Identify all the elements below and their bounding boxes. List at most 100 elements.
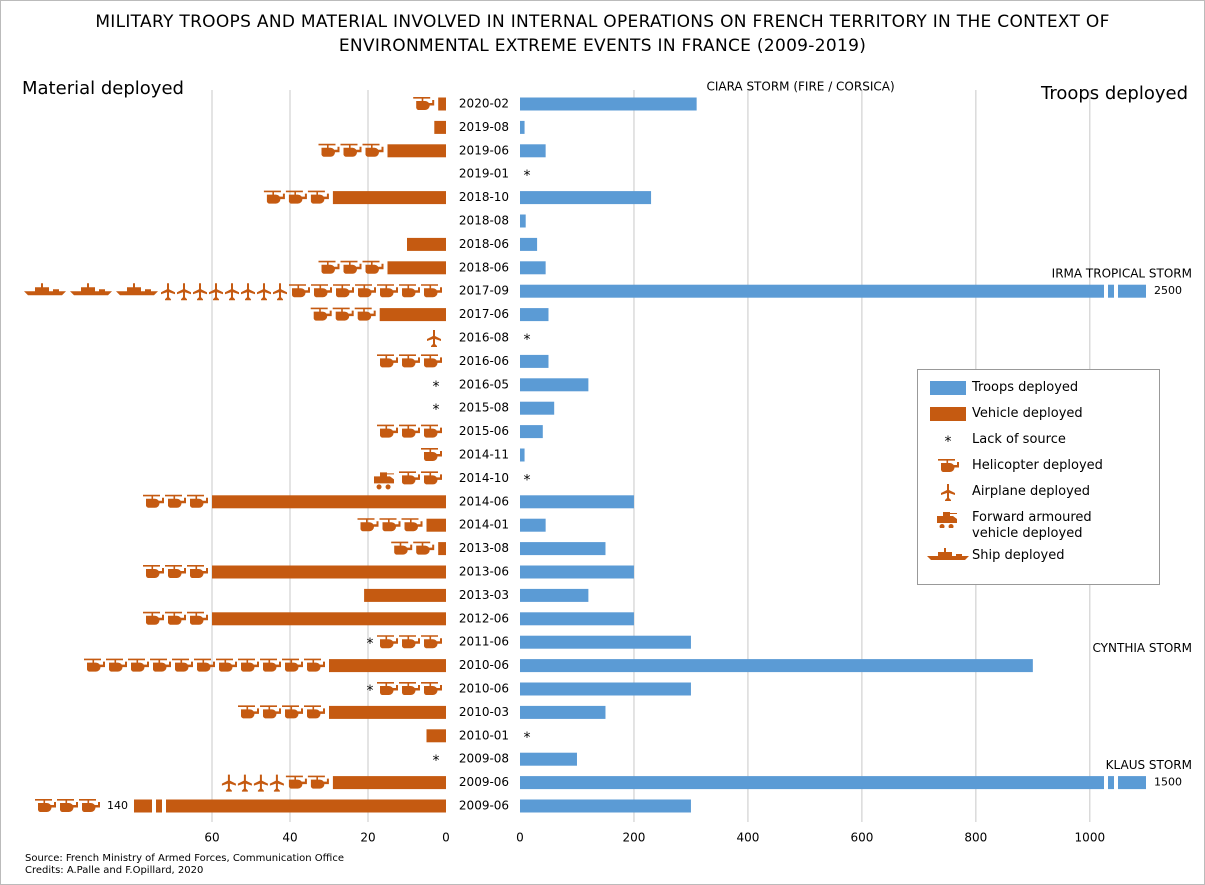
category-label: 2009-06 xyxy=(459,775,509,789)
category-label: 2014-06 xyxy=(459,494,509,508)
legend-label: Forward armoured vehicle deployed xyxy=(972,510,1092,541)
right-panel-label: Troops deployed xyxy=(1040,83,1188,104)
icon xyxy=(165,494,186,508)
legend-label: Vehicle deployed xyxy=(972,406,1083,421)
legend-swatch xyxy=(930,381,966,395)
category-label: 2014-10 xyxy=(459,471,509,485)
icon xyxy=(357,518,379,532)
icon xyxy=(399,635,420,649)
category-label: 2015-06 xyxy=(459,424,509,438)
legend-swatch xyxy=(930,407,966,421)
icon-group xyxy=(377,635,442,649)
bar xyxy=(520,97,697,111)
category-label: 2010-06 xyxy=(459,658,509,672)
legend-label: Airplane deployed xyxy=(972,484,1091,499)
icon-group xyxy=(143,611,208,625)
icon xyxy=(421,682,442,695)
icon xyxy=(938,459,959,472)
bar xyxy=(438,97,446,111)
legend-swatch xyxy=(927,548,969,560)
icon xyxy=(253,774,268,792)
icon xyxy=(260,658,281,672)
annotation: CIARA STORM (FIRE / CORSICA) xyxy=(706,80,894,94)
axis-break xyxy=(1114,775,1118,791)
icon xyxy=(161,283,175,301)
icon-group xyxy=(357,518,423,532)
category-label: 2015-08 xyxy=(459,401,509,415)
x-tick-label: 200 xyxy=(623,831,646,845)
legend-label: Lack of source xyxy=(972,432,1066,447)
x-tick-label: 0 xyxy=(442,831,450,845)
left-panel-label: Material deployed xyxy=(22,78,184,99)
annotation: KLAUS STORM xyxy=(1106,758,1192,772)
x-tick-label: 600 xyxy=(850,831,873,845)
bar xyxy=(520,565,634,579)
icon-group xyxy=(161,283,287,301)
icon xyxy=(307,775,329,789)
icon xyxy=(187,494,208,508)
icon xyxy=(194,658,215,672)
icon xyxy=(263,190,285,204)
icon xyxy=(362,143,384,157)
icon xyxy=(413,541,435,555)
icon xyxy=(379,518,401,532)
x-tick-label: 0 xyxy=(516,831,524,845)
category-label: 2009-08 xyxy=(459,752,509,766)
category-label: 2016-05 xyxy=(459,377,509,391)
icon xyxy=(340,260,362,274)
icon xyxy=(401,518,423,532)
category-label: 2016-08 xyxy=(459,331,509,345)
axis-break xyxy=(1104,775,1108,791)
icon xyxy=(399,471,420,485)
icon xyxy=(421,284,442,298)
icon-group xyxy=(238,705,325,719)
category-label: 2009-06 xyxy=(459,799,509,813)
category-label: 2018-06 xyxy=(459,260,509,274)
bar xyxy=(520,284,1146,298)
legend-swatch: * xyxy=(945,434,952,450)
icon xyxy=(209,283,223,301)
legend-symbol xyxy=(924,546,972,566)
icon xyxy=(187,611,208,625)
legend-item: Airplane deployed xyxy=(924,482,1153,504)
icon xyxy=(79,799,100,812)
credits: Credits: A.Palle and F.Opillard, 2020 xyxy=(25,865,203,876)
lack-of-source: * xyxy=(367,683,374,699)
icon xyxy=(307,190,329,204)
icon xyxy=(318,143,340,157)
legend-swatch xyxy=(941,484,955,501)
icon xyxy=(193,283,207,301)
icon xyxy=(318,260,340,274)
category-label: 2017-06 xyxy=(459,307,509,321)
lack-of-source: * xyxy=(524,472,531,488)
legend-symbol xyxy=(924,508,972,528)
legend-label: Helicopter deployed xyxy=(972,458,1103,473)
icon xyxy=(362,260,384,274)
icon xyxy=(143,494,164,508)
icon xyxy=(289,284,310,298)
legend-symbol xyxy=(924,482,972,502)
icon xyxy=(143,611,164,625)
lack-of-source: * xyxy=(524,168,531,184)
category-label: 2017-09 xyxy=(459,284,509,298)
icon xyxy=(116,283,158,296)
x-tick-label: 1000 xyxy=(1075,831,1106,845)
bar xyxy=(520,378,589,392)
icon xyxy=(282,658,303,672)
icon xyxy=(421,635,442,649)
icon xyxy=(377,682,398,695)
value-label: 2500 xyxy=(1154,284,1182,297)
icon-group xyxy=(421,448,442,461)
bar xyxy=(212,495,446,509)
category-label: 2013-08 xyxy=(459,541,509,555)
legend-swatch xyxy=(937,512,957,528)
category-label: 2010-01 xyxy=(459,728,509,742)
lack-of-source: * xyxy=(433,402,440,418)
bar xyxy=(520,635,691,649)
bar xyxy=(520,120,525,134)
bar xyxy=(520,682,691,696)
legend-item: Troops deployed xyxy=(924,378,1153,400)
icon xyxy=(165,565,186,578)
icon xyxy=(427,330,441,347)
bar xyxy=(212,565,446,579)
